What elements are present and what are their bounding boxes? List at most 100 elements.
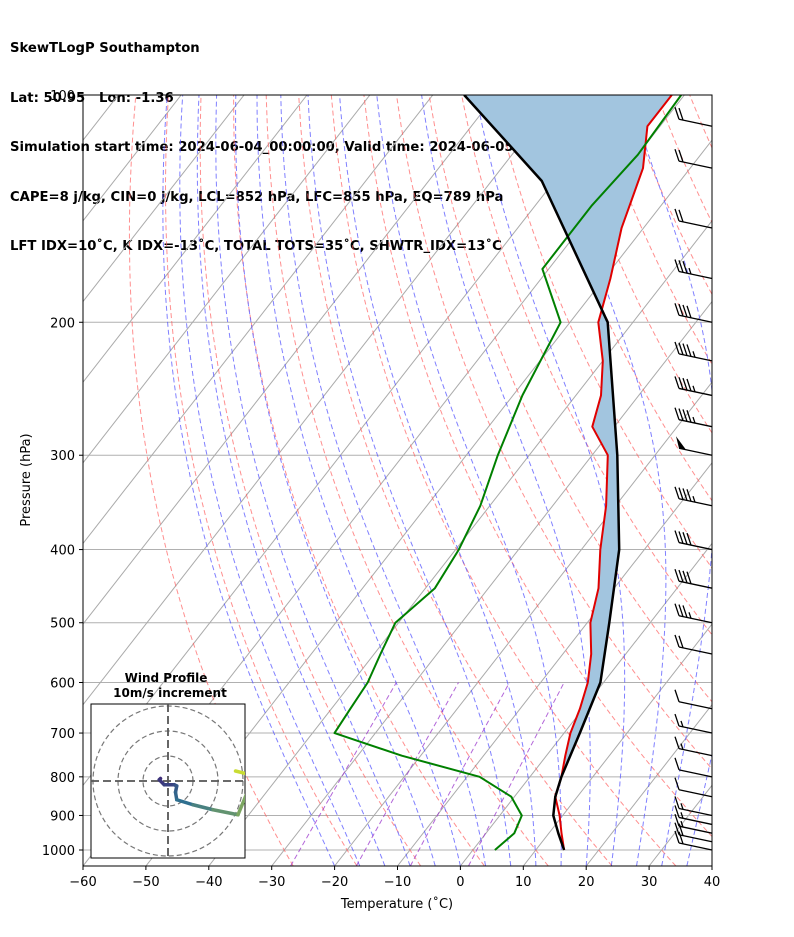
hodograph-segment — [211, 808, 240, 817]
moist-adiabat — [711, 863, 712, 866]
y-tick-label: 500 — [50, 617, 75, 632]
dry-adiabat — [624, 95, 712, 296]
wind-barb — [674, 822, 713, 843]
wind-barb — [674, 830, 713, 851]
wind-barb — [674, 486, 713, 507]
isotherm-10 — [522, 623, 712, 866]
dry-adiabat — [493, 95, 712, 569]
header-station: SkewTLogP Southampton — [10, 41, 200, 56]
hodograph-inset: Wind Profile 10m/s increment — [90, 671, 254, 859]
dry-adiabat — [787, 95, 794, 866]
isotherm--120 — [83, 95, 308, 383]
dry-adiabat — [526, 95, 712, 502]
wind-barb — [674, 777, 713, 798]
hodograph-segment — [236, 793, 245, 817]
hodograph-segment — [251, 774, 254, 779]
wind-barb — [674, 603, 713, 624]
chart-header: SkewTLogP Southampton Lat: 50.95 Lon: -1… — [10, 8, 612, 272]
mixing-ratio-line — [355, 682, 459, 866]
dry-adiabat — [298, 95, 613, 866]
isotherm-30 — [648, 784, 712, 866]
y-tick-label: 200 — [50, 316, 75, 331]
wind-barb — [674, 757, 713, 778]
x-tick-label: −30 — [258, 875, 285, 890]
dry-adiabat — [128, 95, 294, 866]
isotherm--90 — [83, 95, 497, 625]
header-latlon: Lat: 50.95 Lon: -1.36 — [10, 90, 174, 106]
wind-barb — [674, 407, 713, 428]
wind-barb — [674, 148, 713, 169]
hodograph-subtitle: 10m/s increment — [113, 686, 227, 700]
dry-adiabat — [363, 95, 712, 838]
cape-area — [464, 95, 672, 797]
hodograph-title: Wind Profile — [125, 671, 208, 685]
x-tick-label: 40 — [704, 875, 721, 890]
wind-barb — [674, 796, 713, 817]
dry-adiabat — [755, 95, 794, 866]
mixing-ratio-line — [468, 682, 565, 866]
x-axis-label: Temperature (˚C) — [340, 896, 453, 912]
wind-barb — [674, 376, 713, 397]
y-tick-label: 300 — [50, 449, 75, 464]
dewpoint-line — [333, 95, 683, 851]
y-tick-label: 1000 — [42, 844, 75, 859]
isotherm--20 — [334, 381, 712, 866]
moist-adiabat — [196, 95, 386, 866]
dry-adiabat — [330, 95, 677, 866]
wind-barb — [676, 436, 713, 456]
moist-adiabat — [421, 95, 591, 866]
x-tick-label: 10 — [515, 875, 532, 890]
dry-adiabat — [199, 95, 422, 866]
dry-adiabat — [396, 95, 712, 770]
moist-adiabat — [686, 752, 712, 866]
dry-adiabat — [656, 95, 712, 224]
wind-barb — [674, 713, 713, 734]
wind-barb — [674, 805, 713, 826]
x-tick-label: 30 — [641, 875, 658, 890]
wind-barb — [674, 341, 713, 362]
dry-adiabat — [722, 95, 794, 866]
y-tick-label: 800 — [50, 771, 75, 786]
parcel-line — [463, 95, 621, 851]
moist-adiabat — [235, 95, 436, 866]
moist-adiabat — [376, 95, 562, 866]
isotherm--110 — [83, 95, 371, 464]
mixing-ratio-line — [290, 682, 397, 866]
moist-adiabat — [179, 95, 361, 866]
dry-adiabat — [689, 95, 712, 150]
dry-adiabat — [233, 95, 485, 866]
x-tick-label: −20 — [321, 875, 348, 890]
wind-barb — [674, 107, 713, 127]
moist-adiabat — [256, 95, 461, 866]
wind-barb — [674, 303, 713, 323]
moist-adiabat — [215, 95, 411, 866]
moist-adiabat — [628, 95, 712, 866]
isotherm--130 — [83, 95, 245, 303]
isotherm-40 — [711, 865, 712, 866]
header-indices-1: CAPE=8 j/kg, CIN=0 j/kg, LCL=852 hPa, LF… — [10, 189, 504, 205]
moist-adiabat — [307, 95, 512, 866]
isotherm--30 — [271, 300, 712, 866]
wind-barb — [674, 634, 713, 655]
wind-barb — [674, 568, 713, 589]
isotherm-0 — [460, 542, 712, 866]
mixing-ratio-line — [409, 682, 510, 866]
dry-adiabat — [265, 95, 549, 866]
wind-barb — [674, 208, 713, 229]
isotherm--100 — [83, 95, 434, 545]
x-tick-label: −40 — [195, 875, 222, 890]
moist-adiabat — [162, 95, 336, 866]
isotherm--40 — [208, 220, 712, 866]
moist-adiabat — [339, 95, 537, 866]
y-tick-label: 100 — [50, 89, 75, 104]
wind-barb — [674, 736, 713, 757]
hodograph-segment — [233, 769, 245, 776]
wind-barb — [674, 530, 713, 551]
isotherm--50 — [145, 139, 712, 866]
moist-adiabat — [475, 95, 626, 866]
wind-barb — [674, 813, 713, 834]
hodograph-segment — [175, 798, 195, 807]
dry-adiabat — [428, 95, 712, 703]
wind-barb — [674, 259, 713, 280]
